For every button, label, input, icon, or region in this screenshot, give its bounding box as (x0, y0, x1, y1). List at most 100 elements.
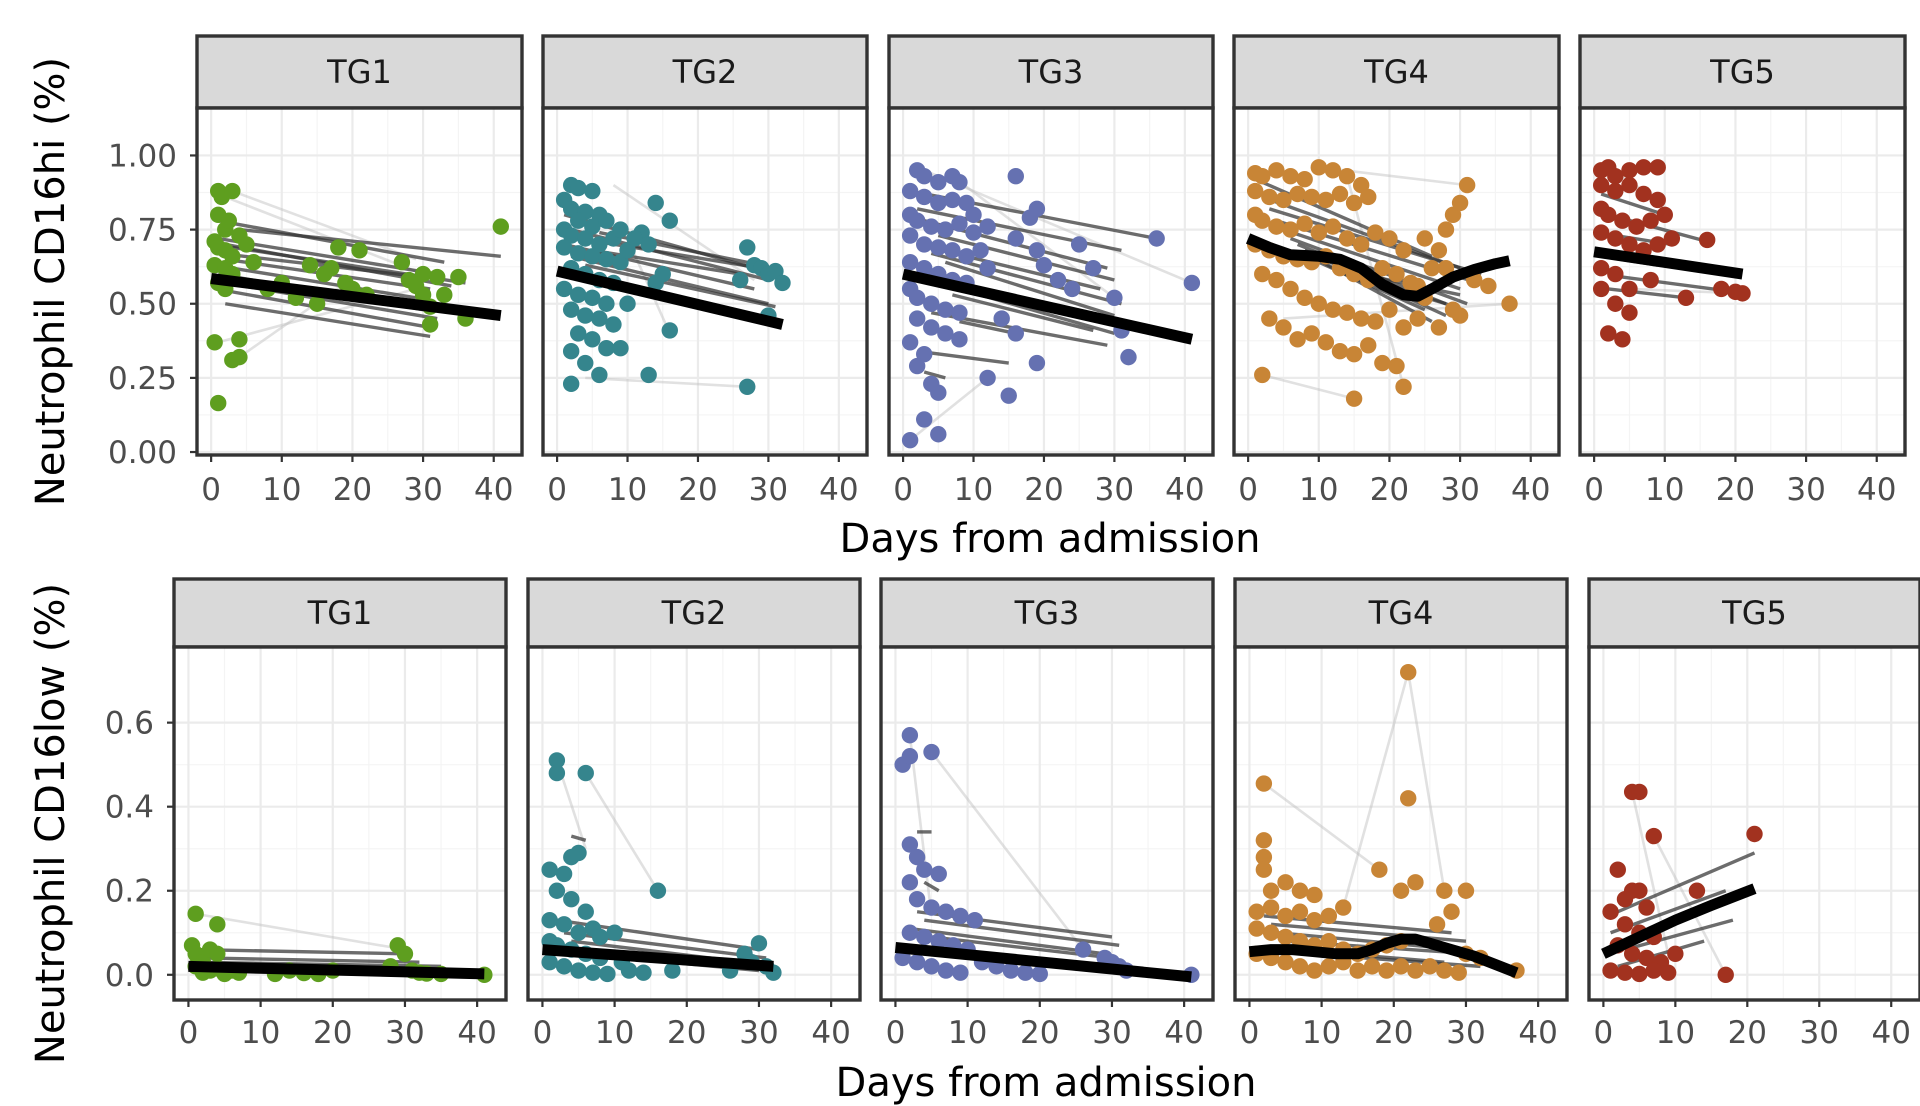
subject-fit-line (570, 834, 587, 842)
data-point (661, 322, 678, 339)
data-point (1007, 230, 1024, 247)
data-point (739, 378, 756, 395)
data-point (436, 286, 453, 304)
data-point (598, 212, 615, 229)
data-point (1262, 882, 1280, 899)
data-point (1407, 962, 1424, 979)
data-point (1642, 271, 1659, 289)
data-point (1248, 903, 1265, 920)
data-point (1381, 230, 1398, 247)
x-tick-label: 0 (533, 1015, 553, 1051)
data-point (1621, 280, 1638, 298)
data-point (245, 254, 262, 271)
strip-header (887, 34, 1215, 110)
subject-line (1342, 671, 1410, 908)
data-point (612, 254, 629, 271)
data-point (979, 259, 996, 277)
panel-border (195, 106, 524, 457)
data-point (599, 965, 616, 983)
data-point (1296, 289, 1313, 307)
subject-fit-line (217, 219, 445, 264)
subject-fit-line (239, 227, 501, 258)
data-point (1007, 168, 1024, 185)
data-point (1592, 224, 1610, 241)
data-point (958, 194, 975, 212)
subject-line (909, 376, 989, 442)
data-point (1352, 176, 1370, 194)
data-point (930, 426, 947, 443)
data-point (393, 254, 411, 271)
x-tick-label: 0 (1584, 472, 1604, 508)
data-point (1688, 882, 1706, 899)
subject-line (195, 912, 406, 951)
x-tick-label: 20 (1020, 1015, 1059, 1051)
data-point (606, 924, 623, 941)
data-point (1409, 310, 1426, 327)
data-point (951, 215, 968, 232)
data-point (1621, 304, 1638, 321)
data-point (1291, 882, 1309, 899)
data-point (1638, 899, 1655, 916)
data-point (1106, 289, 1123, 307)
chart-row-cd16hi: Neutrophil CD16hi (%) Days from admission… (28, 34, 1907, 562)
plot-area (1234, 108, 1559, 455)
data-point (901, 836, 919, 853)
x-tick-label: 20 (1728, 1015, 1767, 1051)
x-tick-label: 10 (948, 1015, 987, 1051)
data-point (620, 962, 638, 979)
panel-border (172, 645, 508, 1002)
data-point (584, 248, 601, 265)
data-point (1120, 348, 1137, 366)
subject-line (1263, 782, 1381, 871)
data-point (541, 953, 558, 971)
x-tick-label: 40 (457, 1015, 496, 1051)
panel-border (1578, 106, 1907, 457)
subject-fit-line (916, 349, 1009, 365)
data-point (647, 194, 664, 212)
data-point (930, 173, 947, 191)
plot-area (197, 108, 522, 455)
data-point (1600, 206, 1617, 223)
subject-fit-line (1270, 922, 1467, 943)
data-point (1363, 958, 1381, 975)
data-point (993, 310, 1010, 327)
strip-label: TG2 (672, 53, 738, 91)
data-point (591, 236, 608, 253)
data-point (1649, 236, 1666, 253)
data-point (206, 334, 223, 351)
data-point (732, 271, 749, 289)
data-point (224, 248, 241, 265)
data-point (1310, 224, 1327, 241)
data-point (937, 903, 955, 920)
data-point (1254, 366, 1271, 384)
data-point (577, 307, 594, 324)
y-tick-label: 0.25 (108, 361, 177, 397)
x-tick-label: 20 (1024, 472, 1063, 508)
subject-fit-line (195, 947, 405, 956)
data-point (414, 286, 432, 304)
data-point (923, 218, 940, 235)
trend-line (210, 273, 502, 322)
data-point (209, 945, 226, 962)
data-point (1310, 295, 1327, 312)
data-point (1421, 958, 1439, 975)
plot-area (528, 647, 860, 1000)
data-point (664, 962, 681, 979)
data-point (937, 962, 955, 979)
data-point (231, 348, 248, 366)
data-point (1430, 242, 1448, 259)
data-point (944, 191, 961, 209)
data-point (1262, 899, 1280, 916)
data-point (301, 256, 319, 274)
data-point (640, 366, 657, 384)
data-point (1268, 271, 1285, 289)
data-point (1031, 965, 1048, 983)
data-point (612, 221, 629, 238)
trend-line (901, 268, 1194, 345)
strip-label: TG4 (1363, 53, 1429, 91)
data-point (649, 882, 667, 899)
data-point (1392, 882, 1410, 899)
data-point (1275, 191, 1292, 209)
data-point (1335, 899, 1352, 916)
